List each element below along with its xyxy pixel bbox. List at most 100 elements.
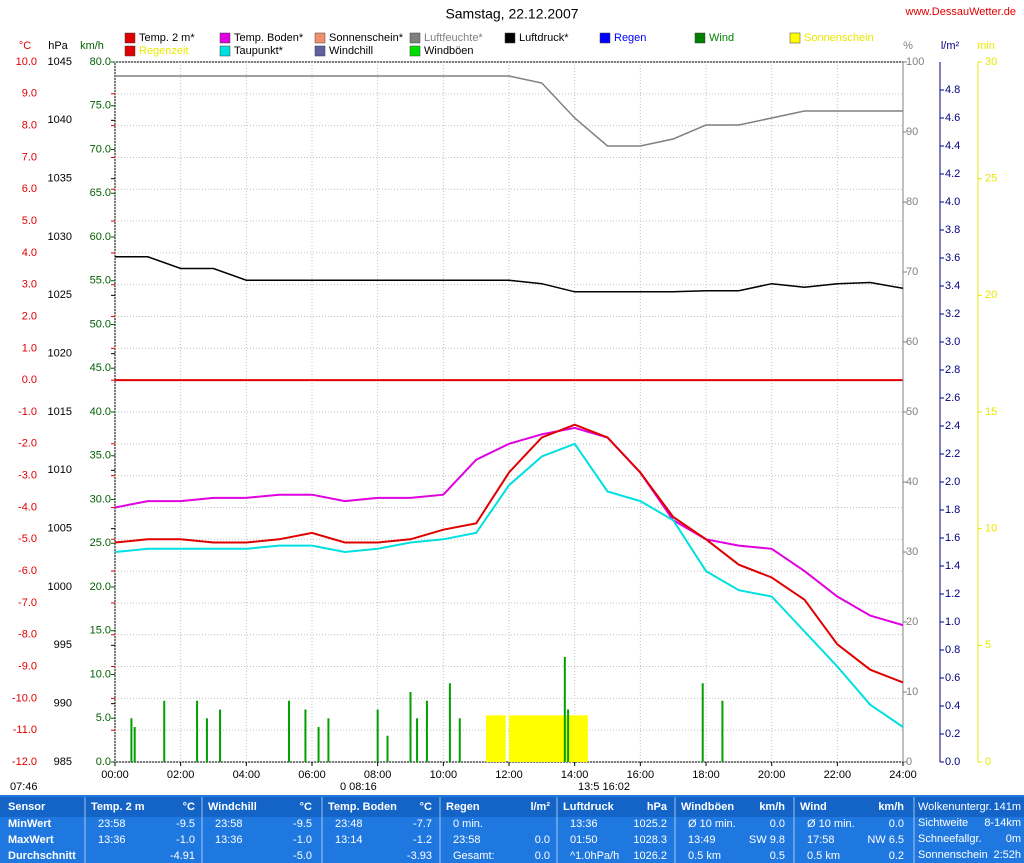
x-tick-label: 08:00 — [364, 769, 392, 781]
x-tick-label: 02:00 — [167, 769, 195, 781]
tick-label: 985 — [54, 756, 72, 768]
tick-label: 0.2 — [945, 728, 960, 740]
table-cell: 17:58 — [807, 834, 835, 846]
tick-label: 3.0 — [22, 279, 37, 291]
legend-label: Windböen — [424, 45, 474, 57]
legend-label: Windchill — [329, 45, 373, 57]
axis-title: min — [977, 40, 995, 52]
axis-title: °C — [19, 40, 31, 52]
info-value: 141m — [993, 801, 1021, 813]
legend-swatch — [314, 32, 326, 44]
axis-title: km/h — [80, 40, 104, 52]
tick-label: 40 — [906, 476, 918, 488]
tick-label: 15.0 — [90, 625, 111, 637]
x-tick-label: 24:00 — [889, 769, 917, 781]
tick-label: 4.8 — [945, 84, 960, 96]
tick-label: 30 — [906, 546, 918, 558]
wind-bar — [196, 700, 199, 762]
tick-label: 5.0 — [96, 712, 111, 724]
tick-label: 0 — [985, 756, 991, 768]
table-unit: °C — [420, 801, 432, 813]
table-cell: NW 6.5 — [867, 834, 904, 846]
tick-label: 75.0 — [90, 100, 111, 112]
table-cell: 1026.2 — [633, 850, 667, 862]
table-header: Windchill — [208, 801, 257, 813]
tick-label: -10.0 — [12, 692, 37, 704]
tick-label: 990 — [54, 698, 72, 710]
wind-bar — [327, 718, 330, 762]
table-cell: 13:49 — [688, 834, 716, 846]
tick-label: 45.0 — [90, 362, 111, 374]
tick-label: 100 — [906, 56, 924, 68]
legend-swatch — [504, 32, 516, 44]
tick-label: 3.0 — [945, 336, 960, 348]
table-cell: -7.7 — [413, 818, 432, 830]
tick-label: 0.0 — [945, 756, 960, 768]
tick-label: 65.0 — [90, 187, 111, 199]
table-header: Wind — [800, 801, 827, 813]
tick-label: 60 — [906, 336, 918, 348]
x-tick-label: 20:00 — [758, 769, 786, 781]
tick-label: 10.0 — [90, 668, 111, 680]
legend-swatch — [124, 32, 136, 44]
legend-label: Temp. 2 m* — [139, 32, 195, 44]
wind-bar — [317, 727, 320, 762]
tick-label: 25.0 — [90, 537, 111, 549]
wind-bar — [304, 709, 307, 762]
series-line — [115, 256, 903, 293]
tick-label: -5.0 — [18, 533, 37, 545]
wind-bar — [409, 692, 412, 762]
tick-label: 1040 — [48, 114, 72, 126]
series-line — [115, 442, 903, 728]
tick-label: 9.0 — [22, 88, 37, 100]
tick-label: 70.0 — [90, 143, 111, 155]
table-cell: SW 9.8 — [749, 834, 785, 846]
table-cell: 0 min. — [453, 818, 483, 830]
tick-label: 2.6 — [945, 392, 960, 404]
tick-label: 1.8 — [945, 504, 960, 516]
table-unit: l/m² — [530, 801, 550, 813]
tick-label: 60.0 — [90, 231, 111, 243]
tick-label: -6.0 — [18, 565, 37, 577]
tick-label: 4.2 — [945, 168, 960, 180]
wind-bar — [416, 718, 419, 762]
legend-swatch — [219, 32, 231, 44]
axis-title: % — [903, 40, 913, 52]
table-cell: 23:58 — [98, 818, 126, 830]
x-tick-label: 04:00 — [233, 769, 261, 781]
table-cell: 0.5 km — [688, 850, 721, 862]
table-header: Temp. Boden — [328, 801, 397, 813]
table-cell: 23:58 — [453, 834, 481, 846]
tick-label: 15 — [985, 406, 997, 418]
axis-title: hPa — [48, 40, 68, 52]
legend-swatch — [124, 45, 136, 57]
tick-label: -1.0 — [18, 406, 37, 418]
info-value: 2:52h — [993, 849, 1021, 861]
tick-label: 1035 — [48, 173, 72, 185]
site-link[interactable]: www.DessauWetter.de — [905, 6, 1016, 18]
tick-label: 55.0 — [90, 275, 111, 287]
table-unit: hPa — [647, 801, 668, 813]
info-key: Sonnenschein — [918, 849, 988, 861]
tick-label: -8.0 — [18, 629, 37, 641]
tick-label: 1045 — [48, 56, 72, 68]
x-tick-label: 10:00 — [430, 769, 458, 781]
legend-label: Wind — [709, 32, 734, 44]
wind-bar — [563, 657, 566, 762]
tick-label: 1020 — [48, 348, 72, 360]
table-cell: -5.0 — [293, 850, 312, 862]
tick-label: 3.4 — [945, 280, 960, 292]
tick-label: 80 — [906, 196, 918, 208]
tick-label: 1005 — [48, 523, 72, 535]
tick-label: 0.4 — [945, 700, 960, 712]
tick-label: 10.0 — [16, 56, 37, 68]
tick-label: 10 — [906, 686, 918, 698]
wind-bar — [567, 709, 570, 762]
legend-label: Luftfeuchte* — [424, 32, 483, 44]
table-cell: 1028.3 — [633, 834, 667, 846]
wind-bar — [701, 683, 704, 762]
table-cell: -1.0 — [176, 834, 195, 846]
tick-label: 20.0 — [90, 581, 111, 593]
tick-label: 20 — [906, 616, 918, 628]
